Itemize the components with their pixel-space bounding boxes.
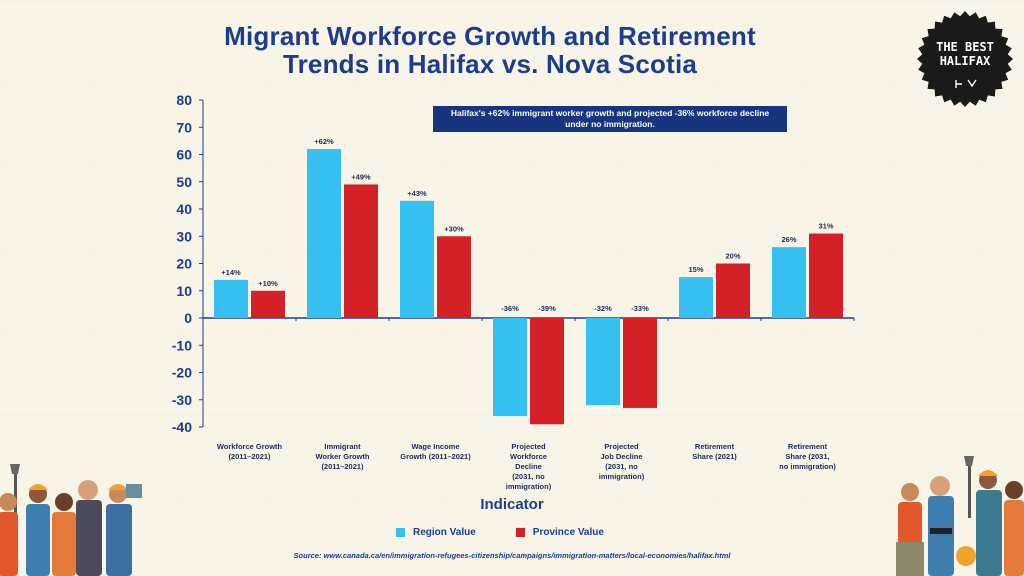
bar-region — [400, 200, 434, 318]
category-label-line: Share (2021) — [692, 452, 737, 461]
legend: Region Value Province Value — [396, 527, 604, 538]
bar-value-label: +10% — [258, 279, 278, 288]
category-label: Wage Income Growth (2011–2021) — [388, 442, 484, 462]
category-label-line: immigration) — [598, 472, 645, 481]
bar-region — [772, 247, 806, 318]
chart-title: Migrant Workforce Growth and Retirement … — [160, 22, 820, 78]
legend-swatch-region — [396, 528, 405, 537]
bar-value-label: 20% — [725, 252, 740, 261]
y-tick-label: -30 — [172, 392, 192, 408]
category-label: Projected Job Decline (2031, no immigration… — [574, 442, 670, 482]
y-tick-label: 40 — [176, 201, 192, 217]
category-label-line: Immigrant — [324, 442, 361, 451]
the-best-halifax-logo: THE BEST HALIFAX — [916, 10, 1014, 108]
bar-province — [716, 263, 750, 318]
category-label-line: Worker Growth — [315, 452, 370, 461]
bar-region — [493, 318, 527, 417]
category-label-line: immigration) — [505, 482, 552, 491]
annotation-callout: Halifax's +62% immigrant worker growth a… — [433, 106, 787, 132]
category-label: Immigrant Worker Growth (2011–2021) — [295, 442, 391, 472]
legend-item-region: Region Value — [396, 527, 476, 538]
bar-region — [307, 149, 341, 318]
legend-item-province: Province Value — [515, 527, 604, 538]
bar-value-label: -39% — [538, 304, 556, 313]
logo-text-1: THE BEST — [936, 40, 994, 54]
title-line-2: Trends in Halifax vs. Nova Scotia — [282, 49, 698, 79]
category-label-line: Share (2031, — [785, 452, 830, 461]
x-axis-title: Indicator — [480, 496, 544, 513]
bar-value-label: -32% — [594, 304, 612, 313]
y-tick-label: 80 — [176, 92, 192, 108]
y-tick-label: 20 — [176, 256, 192, 272]
category-label-line: Retirement — [787, 442, 828, 451]
bar-province — [251, 290, 285, 318]
category-label-line: Growth (2011–2021) — [400, 452, 471, 461]
category-label-line: Wage Income — [411, 442, 460, 451]
bar-value-label: -36% — [501, 304, 519, 313]
category-label-line: (2011–2021) — [228, 452, 271, 461]
y-tick-label: -20 — [172, 365, 192, 381]
category-label-line: Job Decline — [600, 452, 643, 461]
category-label-line: Workforce — [510, 452, 547, 461]
category-label: Retirement Share (2031, no immigration) — [760, 442, 856, 472]
title-line-1: Migrant Workforce Growth and Retirement — [224, 21, 756, 51]
bar-value-label: -33% — [631, 304, 649, 313]
y-tick-label: 30 — [176, 228, 192, 244]
category-label-line: no immigration) — [779, 462, 836, 471]
bar-province — [344, 184, 378, 318]
category-label-line: Workforce Growth — [216, 442, 283, 451]
category-label-line: Retirement — [694, 442, 735, 451]
legend-swatch-province — [515, 528, 525, 537]
y-tick-label: 10 — [176, 283, 192, 299]
bar-province — [809, 233, 843, 318]
bar-value-label: +14% — [221, 268, 241, 277]
category-label-line: (2031, no — [605, 462, 638, 471]
logo-seal-icon — [917, 11, 1013, 107]
y-tick-label: 0 — [184, 310, 192, 326]
bar-province — [623, 318, 657, 408]
y-tick-label: -10 — [172, 337, 192, 353]
bar-value-label: 26% — [781, 235, 796, 244]
workers-illustration-right-icon — [896, 456, 1024, 576]
category-label-line: Projected — [511, 442, 546, 451]
category-label: Workforce Growth (2011–2021) — [202, 442, 298, 462]
y-tick-label: 70 — [176, 119, 192, 135]
y-tick-label: 50 — [176, 174, 192, 190]
source-note: Source: www.canada.ca/en/immigration-ref… — [293, 551, 731, 560]
logo-text-2: HALIFAX — [939, 54, 991, 68]
bar-province — [437, 236, 471, 318]
bar-region — [586, 318, 620, 406]
category-label: Projected Workforce Decline (2031, no immigr… — [481, 442, 577, 492]
bar-value-label: +43% — [407, 189, 427, 198]
legend-label-region: Region Value — [413, 527, 476, 538]
bar-province — [530, 318, 564, 425]
category-label: Retirement Share (2021) — [667, 442, 763, 462]
legend-label-province: Province Value — [532, 527, 604, 538]
bar-value-label: 15% — [688, 265, 703, 274]
workers-illustration-left-icon — [0, 464, 142, 576]
category-label-line: (2031, no — [512, 472, 545, 481]
y-tick-label: -40 — [172, 419, 192, 435]
bar-region — [214, 279, 248, 318]
bar-value-label: 31% — [818, 222, 833, 231]
y-tick-label: 60 — [176, 147, 192, 163]
bar-value-label: +49% — [351, 172, 371, 181]
category-label-line: (2011–2021) — [321, 462, 364, 471]
bar-region — [679, 277, 713, 318]
bar-value-label: +30% — [444, 224, 464, 233]
category-label-line: Decline — [515, 462, 542, 471]
bar-value-label: +62% — [314, 137, 334, 146]
category-label-line: Projected — [604, 442, 639, 451]
